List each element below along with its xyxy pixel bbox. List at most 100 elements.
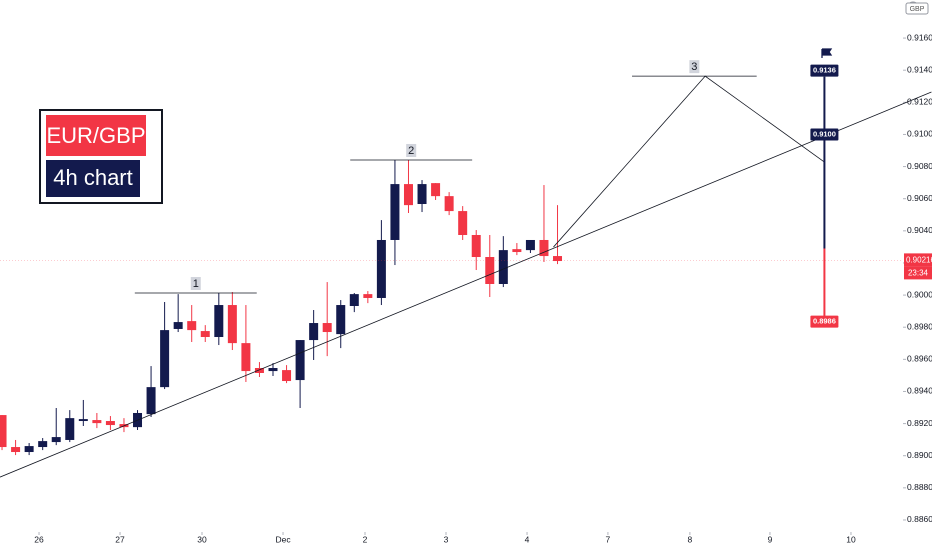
trendline <box>0 91 932 478</box>
candle <box>403 159 413 213</box>
candle <box>11 439 21 456</box>
level-label: 2 <box>408 145 414 157</box>
candle-body <box>363 294 373 298</box>
candle-body <box>227 305 237 344</box>
candle <box>146 366 156 418</box>
symbol-badge: EUR/GBP 4h chart <box>39 109 163 204</box>
last-price-label: 0.90216 <box>906 255 932 264</box>
candle <box>282 365 292 384</box>
candle <box>498 236 508 288</box>
candle-body <box>390 184 400 240</box>
y-tick-label: 0.88600 <box>907 514 932 524</box>
candle-body <box>539 239 549 257</box>
mid-label-bg <box>810 128 839 141</box>
candle-body <box>498 250 508 284</box>
badge-timeframe-bg <box>46 160 140 197</box>
candle <box>92 412 102 429</box>
candle <box>295 340 305 409</box>
candle <box>241 305 251 382</box>
candle <box>553 205 563 265</box>
countdown-label: 23:34 <box>908 268 929 277</box>
candle-body <box>78 419 88 422</box>
x-tick-label: 8 <box>688 534 693 544</box>
candle <box>539 185 549 262</box>
level-label: 1 <box>193 278 199 290</box>
candle-body <box>214 305 224 338</box>
candle-body <box>417 184 427 205</box>
currency-label: GBP <box>910 6 925 13</box>
candle-body <box>241 343 251 372</box>
candle <box>525 239 535 253</box>
x-tick-label: 26 <box>34 534 44 544</box>
candle-body <box>553 256 563 262</box>
candle-body <box>322 323 332 333</box>
candle-body <box>431 183 441 197</box>
candle <box>227 292 237 351</box>
candle <box>444 192 454 216</box>
mid-label: 0.9100 <box>813 129 836 138</box>
candle <box>200 325 210 342</box>
candle-body <box>187 321 197 331</box>
candle <box>376 220 386 306</box>
x-tick-label: 4 <box>525 534 530 544</box>
candle <box>214 292 224 346</box>
badge-symbol-bg <box>46 115 146 156</box>
level-label-bg <box>190 276 201 290</box>
candle-body <box>38 441 48 448</box>
candle <box>349 292 359 313</box>
candle-body <box>173 322 183 329</box>
candle <box>160 301 170 390</box>
candle <box>309 310 319 360</box>
target-label-bg <box>810 64 839 77</box>
candle <box>458 206 468 240</box>
badge-symbol: EUR/GBP <box>46 123 145 148</box>
last-price-bg <box>904 253 932 267</box>
level-label-bg <box>689 60 700 74</box>
target-label: 0.9136 <box>813 66 836 75</box>
candle <box>65 410 75 443</box>
candle-body <box>458 211 468 236</box>
candle-body <box>11 447 21 453</box>
candle-body <box>295 340 305 381</box>
candle <box>471 230 481 271</box>
candle <box>0 415 7 451</box>
candle-body <box>105 421 115 426</box>
candle <box>322 282 332 357</box>
candle-body <box>309 323 319 341</box>
candle-body <box>471 235 481 258</box>
countdown-bg <box>904 266 932 280</box>
candle <box>24 443 34 456</box>
candle <box>431 183 441 200</box>
candle <box>512 243 522 256</box>
candle <box>268 363 278 377</box>
candle <box>336 300 346 349</box>
level-label: 3 <box>691 61 697 73</box>
candle <box>485 235 495 298</box>
flag-icon <box>821 48 833 58</box>
x-tick-label: 3 <box>444 534 449 544</box>
candle-body <box>24 446 34 453</box>
candle <box>363 291 373 304</box>
candle <box>390 159 400 266</box>
candle-body <box>65 418 75 440</box>
candle-body <box>525 239 535 251</box>
x-tick-label: 27 <box>115 534 125 544</box>
badge-timeframe: 4h chart <box>53 165 133 190</box>
candle-body <box>444 196 454 212</box>
x-tick-label: 30 <box>197 534 207 544</box>
candle-body <box>0 415 7 448</box>
candle-body <box>92 420 102 424</box>
